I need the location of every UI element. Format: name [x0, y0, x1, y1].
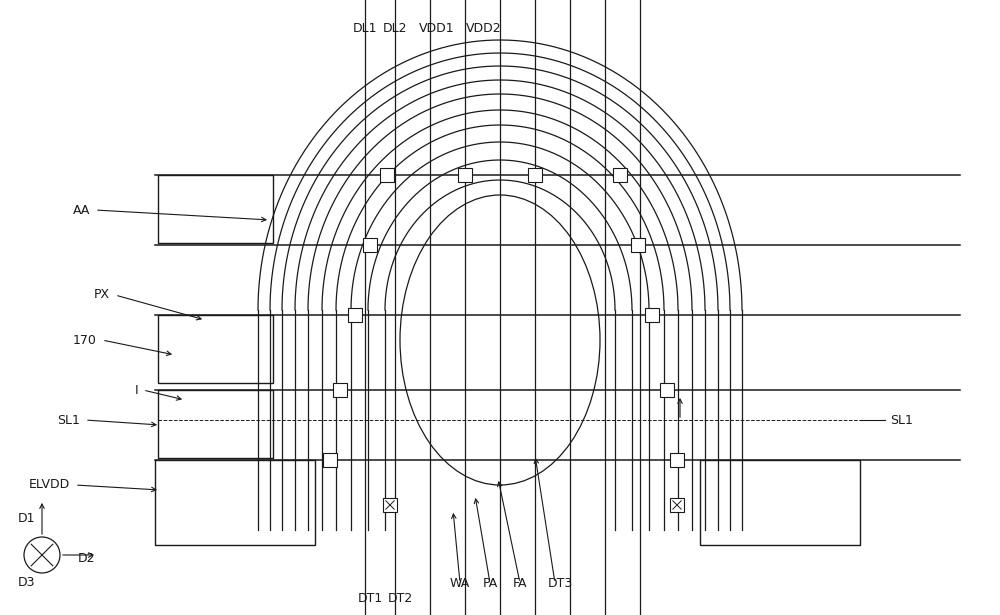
Text: AA: AA — [73, 204, 90, 216]
Bar — [363, 238, 377, 252]
Bar — [323, 453, 337, 467]
Text: D3: D3 — [18, 576, 36, 589]
Bar — [660, 383, 674, 397]
Bar — [158, 175, 273, 243]
Bar — [155, 460, 315, 545]
Bar — [333, 383, 347, 397]
Text: FA: FA — [513, 577, 527, 590]
Text: PA: PA — [482, 577, 498, 590]
Text: ELVDD: ELVDD — [29, 478, 70, 491]
Text: DT3: DT3 — [547, 577, 573, 590]
Bar — [528, 168, 542, 182]
Bar — [670, 498, 684, 512]
Text: SL1: SL1 — [890, 413, 913, 426]
Bar — [613, 168, 627, 182]
Bar — [158, 390, 273, 458]
Bar — [645, 308, 659, 322]
Bar — [631, 238, 645, 252]
Text: VDD2: VDD2 — [466, 22, 502, 35]
Bar — [158, 315, 273, 383]
Bar — [380, 168, 394, 182]
Bar — [383, 498, 397, 512]
Text: DL1: DL1 — [353, 22, 377, 35]
Text: 170: 170 — [73, 333, 97, 346]
Text: DL2: DL2 — [383, 22, 407, 35]
Text: DT2: DT2 — [387, 592, 413, 605]
Bar — [700, 460, 860, 545]
Text: DT1: DT1 — [357, 592, 383, 605]
Text: I: I — [134, 384, 138, 397]
Text: SL1: SL1 — [57, 413, 80, 426]
Bar — [158, 390, 273, 458]
Text: D2: D2 — [78, 552, 96, 565]
Bar — [458, 168, 472, 182]
Text: D1: D1 — [18, 512, 36, 525]
Text: PX: PX — [94, 288, 110, 301]
Bar — [670, 453, 684, 467]
Bar — [348, 308, 362, 322]
Text: VDD1: VDD1 — [419, 22, 455, 35]
Text: WA: WA — [450, 577, 470, 590]
